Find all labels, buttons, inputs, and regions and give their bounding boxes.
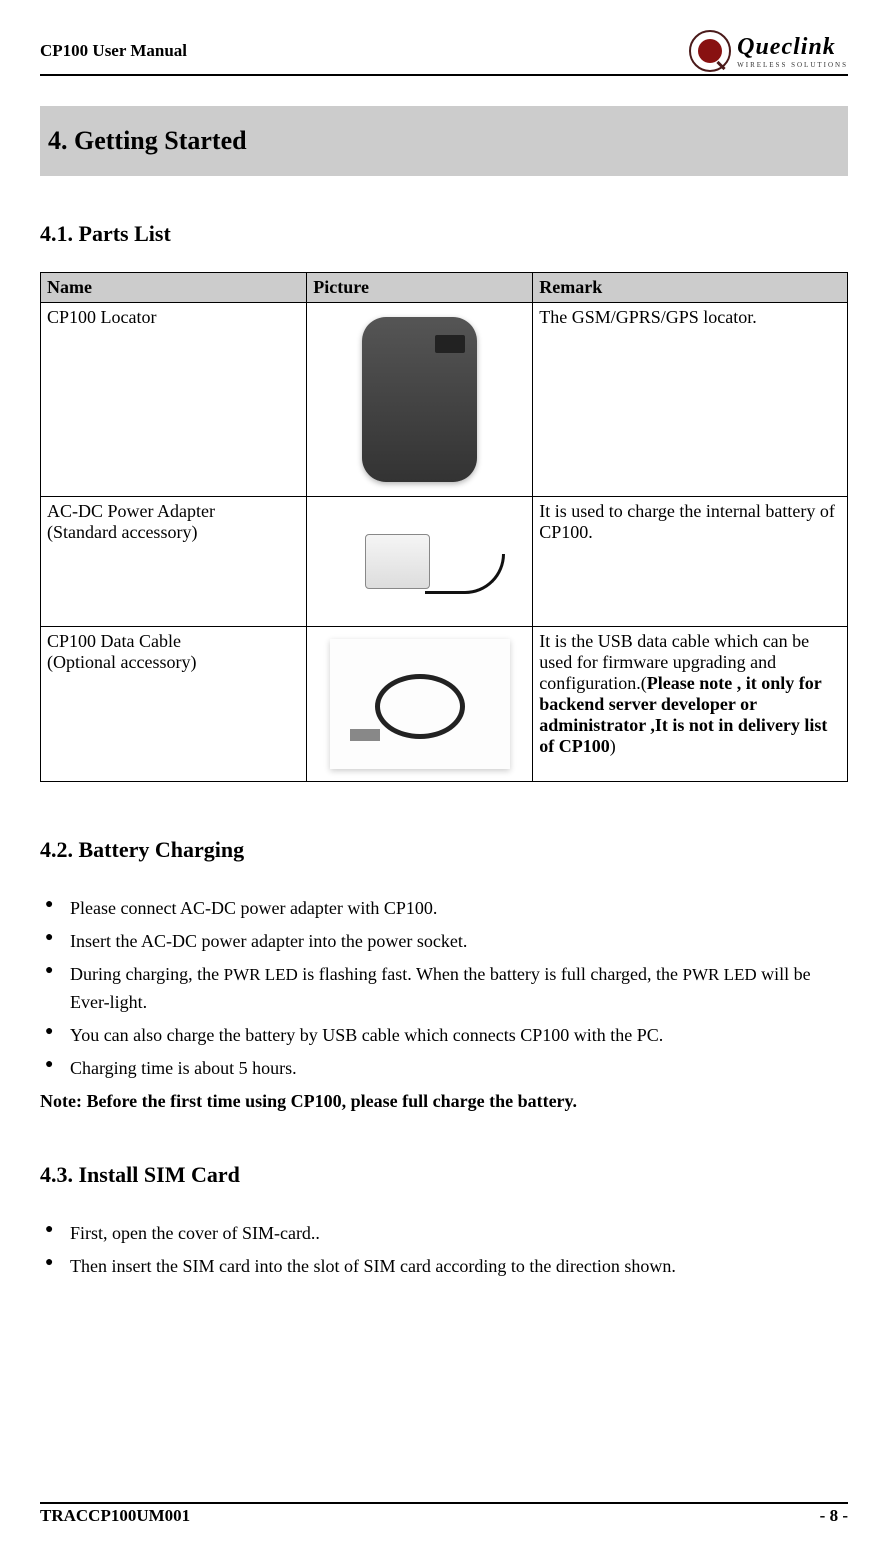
page-footer: TRACCP100UM001 - 8 - bbox=[40, 1502, 848, 1526]
table-row: CP100 Locator The GSM/GPRS/GPS locator. bbox=[41, 303, 848, 497]
name-line1: AC-DC Power Adapter bbox=[47, 501, 300, 522]
cell-name: AC-DC Power Adapter (Standard accessory) bbox=[41, 497, 307, 627]
logo-q-icon bbox=[689, 30, 731, 72]
section-43-title: 4.3. Install SIM Card bbox=[40, 1162, 848, 1188]
footer-page-number: - 8 - bbox=[820, 1506, 848, 1526]
cell-picture bbox=[307, 303, 533, 497]
logo-brand: Queclink bbox=[737, 34, 848, 61]
logo-subtitle: WIRELESS SOLUTIONS bbox=[737, 61, 848, 69]
logo: Queclink WIRELESS SOLUTIONS bbox=[689, 30, 848, 72]
col-header-name: Name bbox=[41, 273, 307, 303]
i3-mid: is flashing fast. When the battery is fu… bbox=[298, 964, 683, 984]
cell-remark: It is used to charge the internal batter… bbox=[533, 497, 848, 627]
battery-charging-list: Please connect AC-DC power adapter with … bbox=[40, 894, 848, 1083]
list-item: Then insert the SIM card into the slot o… bbox=[40, 1252, 848, 1281]
col-header-picture: Picture bbox=[307, 273, 533, 303]
list-item: You can also charge the battery by USB c… bbox=[40, 1021, 848, 1050]
remark-post: ) bbox=[610, 736, 616, 756]
list-item: During charging, the PWR LED is flashing… bbox=[40, 960, 848, 1018]
list-item: Charging time is about 5 hours. bbox=[40, 1054, 848, 1083]
list-item: Insert the AC-DC power adapter into the … bbox=[40, 927, 848, 956]
install-sim-list: First, open the cover of SIM-card.. Then… bbox=[40, 1219, 848, 1281]
battery-note: Note: Before the first time using CP100,… bbox=[40, 1091, 848, 1112]
name-line1: CP100 Data Cable bbox=[47, 631, 300, 652]
parts-list-table: Name Picture Remark CP100 Locator The GS… bbox=[40, 272, 848, 782]
locator-image bbox=[362, 317, 477, 482]
table-header-row: Name Picture Remark bbox=[41, 273, 848, 303]
cell-name: CP100 Locator bbox=[41, 303, 307, 497]
section-42-title: 4.2. Battery Charging bbox=[40, 837, 848, 863]
footer-doc-id: TRACCP100UM001 bbox=[40, 1506, 190, 1526]
cell-remark: It is the USB data cable which can be us… bbox=[533, 627, 848, 782]
cell-remark: The GSM/GPRS/GPS locator. bbox=[533, 303, 848, 497]
cable-image bbox=[330, 639, 510, 769]
cell-picture bbox=[307, 497, 533, 627]
list-item: Please connect AC-DC power adapter with … bbox=[40, 894, 848, 923]
section-4-title: 4. Getting Started bbox=[40, 106, 848, 176]
i3-pre: During charging, the bbox=[70, 964, 224, 984]
i3-sc2: PWR LED bbox=[683, 965, 757, 984]
section-41-title: 4.1. Parts List bbox=[40, 221, 848, 247]
doc-title: CP100 User Manual bbox=[40, 41, 187, 61]
name-line2: (Optional accessory) bbox=[47, 652, 300, 673]
col-header-remark: Remark bbox=[533, 273, 848, 303]
table-row: AC-DC Power Adapter (Standard accessory)… bbox=[41, 497, 848, 627]
page-header: CP100 User Manual Queclink WIRELESS SOLU… bbox=[40, 30, 848, 76]
list-item: First, open the cover of SIM-card.. bbox=[40, 1219, 848, 1248]
logo-text: Queclink WIRELESS SOLUTIONS bbox=[737, 34, 848, 69]
table-row: CP100 Data Cable (Optional accessory) It… bbox=[41, 627, 848, 782]
adapter-image bbox=[330, 509, 510, 614]
i3-sc1: PWR LED bbox=[224, 965, 298, 984]
cell-picture bbox=[307, 627, 533, 782]
cell-name: CP100 Data Cable (Optional accessory) bbox=[41, 627, 307, 782]
name-line2: (Standard accessory) bbox=[47, 522, 300, 543]
